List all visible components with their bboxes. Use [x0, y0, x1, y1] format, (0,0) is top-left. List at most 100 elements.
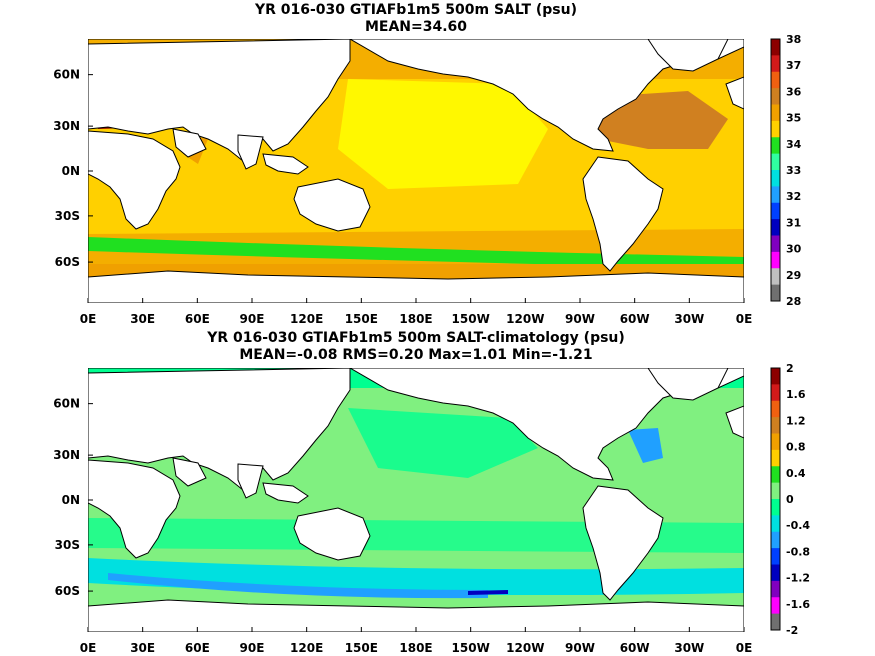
- bottom-colorbar-swatch: [771, 580, 780, 598]
- bottom-colorbar-swatch: [771, 613, 780, 631]
- bottom-colorbar-frame: [770, 367, 781, 631]
- top-lon-label: 150E: [345, 312, 378, 326]
- top-map-title: YR 016-030 GTIAFb1m5 500m SALT (psu) MEA…: [88, 2, 744, 36]
- top-colorbar-swatch: [771, 170, 780, 187]
- top-colorbar-swatch: [771, 55, 780, 73]
- top-lat-label: 30S: [55, 209, 80, 223]
- top-colorbar-swatch: [771, 39, 780, 56]
- bottom-lat-label: 60S: [55, 584, 80, 598]
- bottom-colorbar-swatch: [771, 482, 780, 500]
- top-lon-label: 60E: [185, 312, 210, 326]
- top-lon-label: 90E: [240, 312, 265, 326]
- bottom-lat-label: 30S: [55, 538, 80, 552]
- top-colorbar-swatch: [771, 137, 780, 155]
- top-lon-label: 180E: [399, 312, 432, 326]
- bottom-lon-label: 0E: [736, 641, 753, 655]
- bottom-lon-label: 30E: [130, 641, 155, 655]
- top-colorbar-swatch: [771, 186, 780, 204]
- top-colorbar-swatch: [771, 153, 780, 171]
- bottom-colorbar-swatch: [771, 548, 780, 565]
- bottom-colorbar-label: 0.8: [786, 441, 806, 454]
- bottom-map-title-line1: YR 016-030 GTIAFb1m5 500m SALT-climatolo…: [207, 330, 625, 346]
- bottom-lon-label: 150E: [345, 641, 378, 655]
- bottom-map-title: YR 016-030 GTIAFb1m5 500m SALT-climatolo…: [88, 330, 744, 364]
- bottom-anomaly-contours: [88, 368, 744, 632]
- bottom-colorbar-label: 0.4: [786, 467, 806, 480]
- top-lon-label: 0E: [80, 312, 97, 326]
- top-lon-label: 120W: [506, 312, 544, 326]
- top-lat-label: 0N: [62, 164, 80, 178]
- bottom-axes: 60N 30N 0N 30S 60S 0E 30E 60E 90E 120E 150E 180E 150…: [53, 397, 752, 655]
- bottom-colorbar-swatch: [771, 368, 780, 385]
- bottom-colorbar-label: 1.2: [786, 414, 806, 427]
- bottom-lat-label: 30N: [53, 448, 80, 462]
- top-colorbar-label: 33: [786, 164, 801, 177]
- top-lon-label: 30W: [674, 312, 704, 326]
- top-colorbar-frame: [770, 38, 781, 302]
- top-colorbar-swatch: [771, 120, 780, 138]
- bottom-colorbar-swatch: [771, 417, 780, 434]
- top-colorbar-label: 36: [786, 85, 802, 98]
- top-colorbar-label: 30: [786, 243, 802, 256]
- bottom-colorbar: 2 1.6 1.2 0.8 0.4 0 -0.4 -0.8 -1.2 -1.6 -2: [770, 362, 810, 637]
- top-lon-label: 150W: [452, 312, 490, 326]
- bottom-colorbar-swatch: [771, 400, 780, 418]
- bottom-colorbar-swatch: [771, 384, 780, 402]
- top-colorbar: 38 37 36 35 34 33 32 31 30 29 28: [770, 33, 802, 308]
- top-colorbar-swatch: [771, 268, 780, 286]
- bottom-colorbar-swatch: [771, 515, 780, 533]
- bottom-lon-label: 120W: [506, 641, 544, 655]
- bottom-colorbar-label: -1.6: [786, 598, 810, 611]
- top-colorbar-label: 28: [786, 295, 801, 308]
- bottom-anomaly-map: [88, 368, 744, 632]
- bottom-colorbar-label: -0.8: [786, 545, 810, 558]
- top-colorbar-swatch: [771, 284, 780, 302]
- top-colorbar-label: 31: [786, 216, 801, 229]
- top-colorbar-label: 38: [786, 33, 801, 46]
- top-salinity-map: [88, 39, 744, 303]
- top-colorbar-swatch: [771, 202, 780, 220]
- bottom-map-title-line2: MEAN=-0.08 RMS=0.20 Max=1.01 Min=-1.21: [239, 347, 593, 363]
- top-lon-label: 60W: [620, 312, 650, 326]
- top-colorbar-label: 32: [786, 190, 801, 203]
- top-map-title-line2: MEAN=34.60: [364, 19, 468, 35]
- top-lat-label: 60S: [55, 255, 80, 269]
- top-colorbar-swatch: [771, 235, 780, 253]
- bottom-colorbar-label: -1.2: [786, 572, 810, 585]
- top-lon-label: 30E: [130, 312, 155, 326]
- bottom-colorbar-swatch: [771, 499, 780, 516]
- top-colorbar-swatch: [771, 104, 780, 122]
- bottom-lon-label: 90E: [240, 641, 265, 655]
- top-colorbar-swatch: [771, 219, 780, 236]
- bottom-colorbar-label: 0: [786, 493, 794, 506]
- bottom-lat-label: 60N: [53, 397, 80, 411]
- bottom-colorbar-label: -2: [786, 624, 798, 637]
- top-lat-label: 60N: [53, 68, 80, 82]
- top-colorbar-label: 29: [786, 269, 801, 282]
- bottom-colorbar-swatch: [771, 531, 780, 549]
- bottom-lon-label: 30W: [674, 641, 704, 655]
- bottom-colorbar-swatch: [771, 597, 780, 615]
- top-lon-label: 90W: [565, 312, 595, 326]
- bottom-lat-label: 0N: [62, 493, 80, 507]
- bottom-lon-label: 120E: [290, 641, 323, 655]
- bottom-colorbar-swatch: [771, 449, 780, 467]
- bottom-lon-label: 0E: [80, 641, 97, 655]
- top-colorbar-swatch: [771, 251, 780, 269]
- bottom-lon-label: 60W: [620, 641, 650, 655]
- bottom-colorbar-swatch: [771, 564, 780, 582]
- bottom-lon-label: 150W: [452, 641, 490, 655]
- bottom-lon-label: 180E: [399, 641, 432, 655]
- top-axes: 60N 30N 0N 30S 60S 0E 30E 60E 90E 120E 150E 180E 150…: [53, 68, 752, 326]
- bottom-colorbar-label: 1.6: [786, 388, 806, 401]
- top-colorbar-swatch: [771, 71, 780, 89]
- top-salinity-contours: [88, 39, 744, 303]
- top-colorbar-label: 34: [786, 138, 802, 151]
- bottom-lon-label: 90W: [565, 641, 595, 655]
- top-colorbar-swatch: [771, 88, 780, 105]
- top-lon-label: 0E: [736, 312, 753, 326]
- top-colorbar-label: 37: [786, 59, 801, 72]
- bottom-colorbar-swatch: [771, 433, 780, 451]
- top-lon-label: 120E: [290, 312, 323, 326]
- top-colorbar-label: 35: [786, 112, 801, 125]
